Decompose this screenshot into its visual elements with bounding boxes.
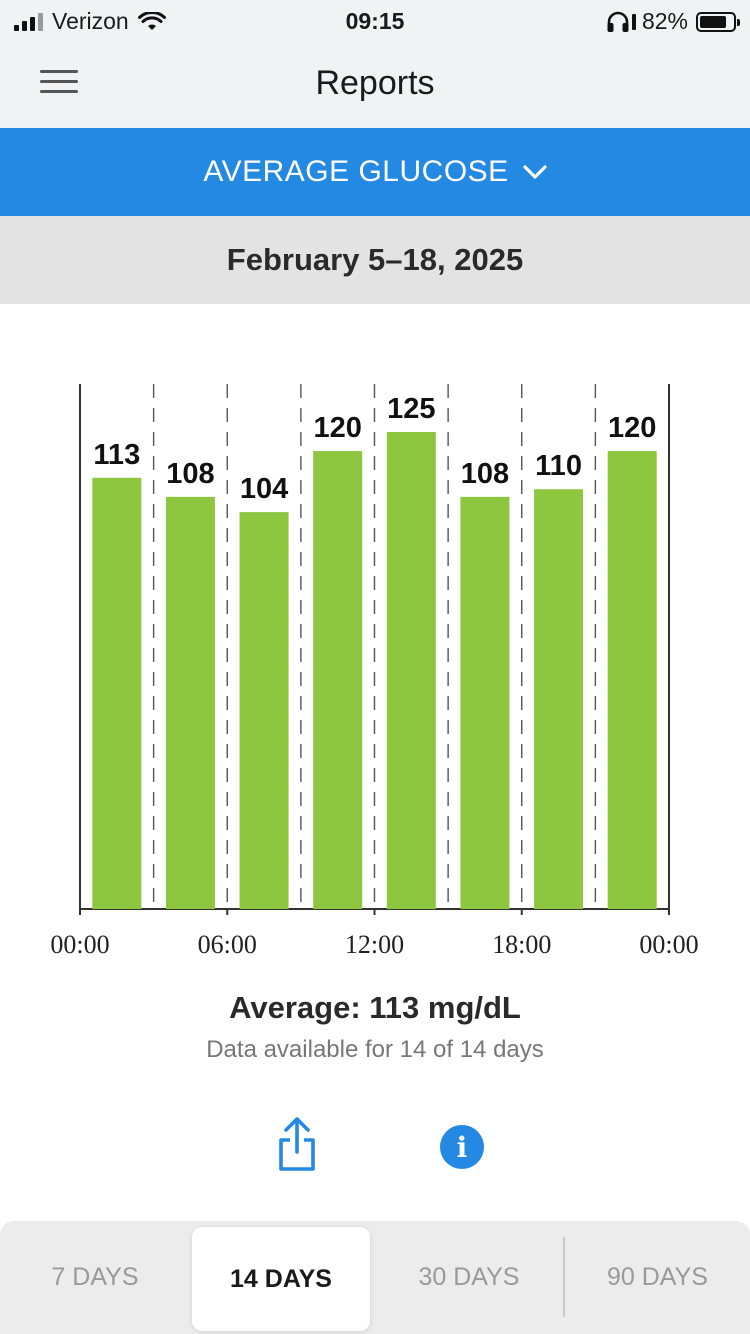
hamburger-menu-icon[interactable] — [40, 70, 78, 98]
date-range-bar: February 5–18, 2025 — [0, 216, 750, 304]
bar — [460, 496, 510, 909]
orientation-lock-icon — [631, 13, 636, 30]
data-availability-text: Data available for 14 of 14 days — [206, 1036, 544, 1063]
bar — [607, 451, 657, 909]
bar — [165, 496, 215, 909]
battery-percent: 82% — [641, 8, 688, 34]
bar — [534, 489, 584, 909]
bar-value-label: 120 — [608, 412, 656, 444]
average-value: Average: 113 mg/dL — [229, 990, 521, 1025]
bar — [239, 512, 289, 909]
bar-value-label: 108 — [461, 458, 509, 490]
bar-value-label: 104 — [240, 473, 288, 505]
status-left: Verizon — [14, 8, 166, 35]
bar-value-label: 113 — [93, 439, 140, 471]
segment-divider — [563, 1237, 565, 1317]
navigation-bar: Reports — [0, 40, 750, 128]
period-30-days-tab[interactable]: 30 DAYS — [418, 1263, 520, 1291]
report-type-selector[interactable]: AVERAGE GLUCOSE — [0, 128, 750, 216]
x-tick-label: 12:00 — [345, 930, 404, 959]
wifi-icon — [137, 11, 166, 30]
info-icon[interactable]: i — [440, 1125, 484, 1169]
period-selector: 7 DAYS 14 DAYS 30 DAYS 90 DAYS — [0, 1221, 750, 1334]
report-type-label: AVERAGE GLUCOSE — [203, 155, 509, 188]
bar-value-label: 125 — [387, 393, 435, 425]
date-range-label: February 5–18, 2025 — [226, 242, 524, 277]
status-bar: Verizon 09:15 82% — [0, 0, 750, 40]
chevron-down-icon — [523, 165, 547, 179]
carrier-name: Verizon — [52, 8, 129, 34]
x-tick-label: 00:00 — [639, 930, 698, 959]
x-tick-label: 18:00 — [492, 930, 551, 959]
bar — [313, 451, 363, 909]
bar-value-label: 110 — [535, 450, 582, 482]
x-tick-label: 06:00 — [198, 930, 257, 959]
bar — [92, 477, 142, 909]
period-7-days-tab[interactable]: 7 DAYS — [51, 1263, 139, 1291]
battery-fill — [700, 15, 726, 28]
period-14-days-tab[interactable]: 14 DAYS — [192, 1227, 370, 1331]
bar-value-label: 108 — [166, 458, 214, 490]
share-icon[interactable] — [272, 1116, 322, 1176]
battery-icon — [696, 11, 740, 32]
headphones-icon — [607, 11, 629, 32]
average-glucose-chart: 113 108 104 120 125 108 110 120 00:00 06:00 12:00 1… — [50, 384, 699, 959]
page-title: Reports — [315, 64, 435, 102]
bar — [386, 432, 436, 909]
x-tick-label: 00:00 — [50, 930, 109, 959]
bar-value-label: 120 — [313, 412, 361, 444]
period-90-days-tab[interactable]: 90 DAYS — [607, 1263, 708, 1291]
status-right: 82% — [606, 8, 740, 35]
cellular-signal-icon — [14, 12, 43, 31]
